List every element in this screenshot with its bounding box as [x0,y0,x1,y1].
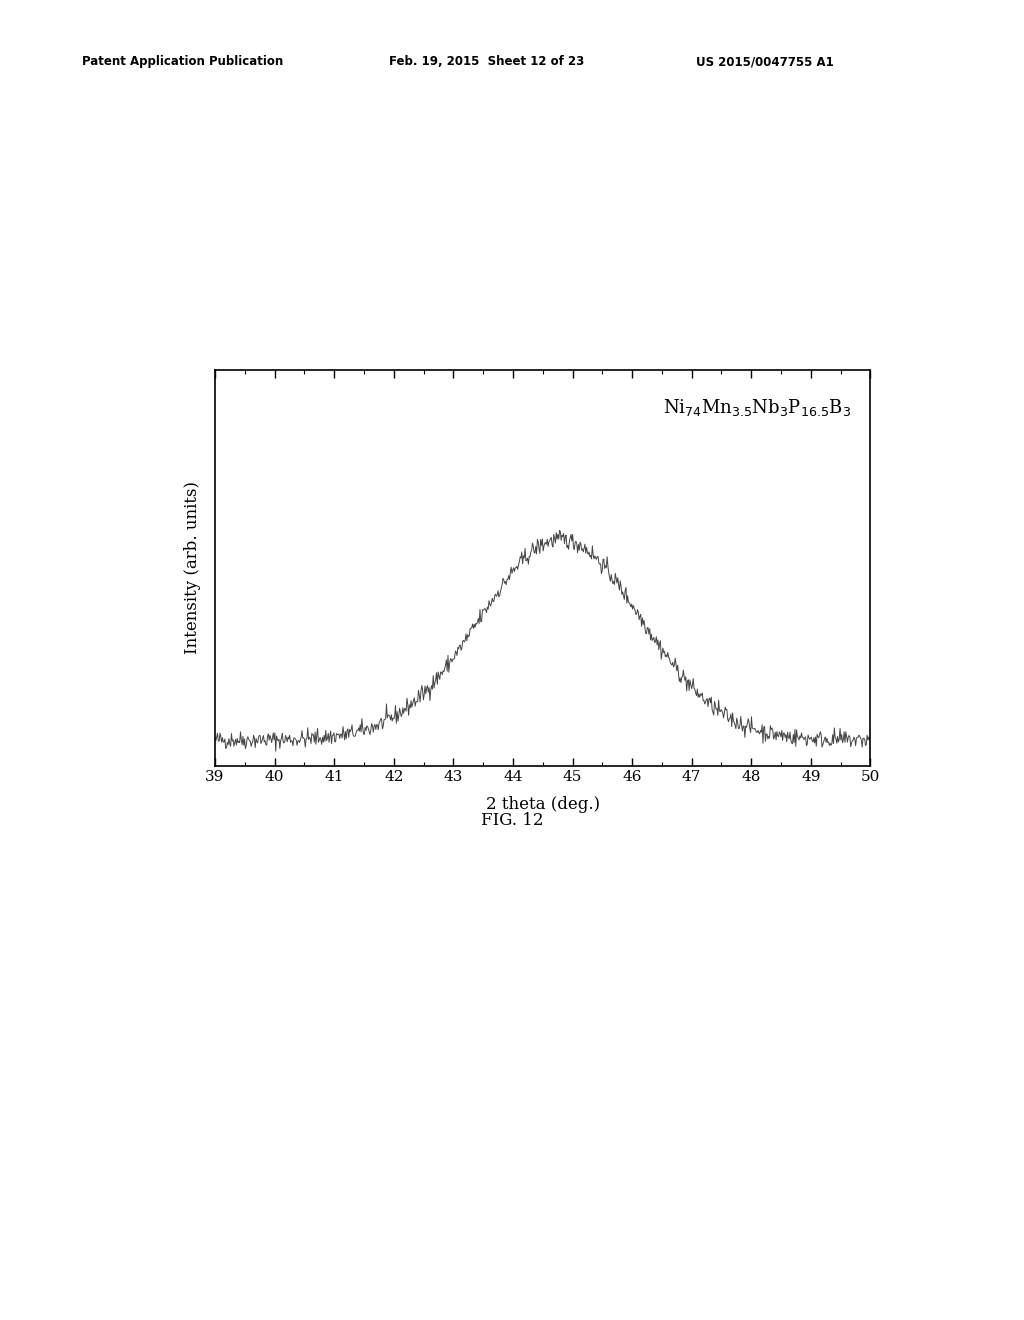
Text: FIG. 12: FIG. 12 [480,812,544,829]
Text: US 2015/0047755 A1: US 2015/0047755 A1 [696,55,835,69]
Y-axis label: Intensity (arb. units): Intensity (arb. units) [184,480,201,655]
Text: Patent Application Publication: Patent Application Publication [82,55,284,69]
X-axis label: 2 theta (deg.): 2 theta (deg.) [485,796,600,813]
Text: Feb. 19, 2015  Sheet 12 of 23: Feb. 19, 2015 Sheet 12 of 23 [389,55,585,69]
Text: Ni$_{74}$Mn$_{3.5}$Nb$_3$P$_{16.5}$B$_3$: Ni$_{74}$Mn$_{3.5}$Nb$_3$P$_{16.5}$B$_3$ [663,397,851,418]
